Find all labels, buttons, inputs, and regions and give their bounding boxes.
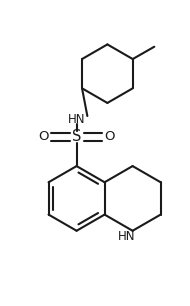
Text: O: O [105,130,115,143]
Text: HN: HN [118,230,135,243]
Text: HN: HN [68,114,85,126]
Text: S: S [72,129,81,144]
Text: O: O [38,130,49,143]
